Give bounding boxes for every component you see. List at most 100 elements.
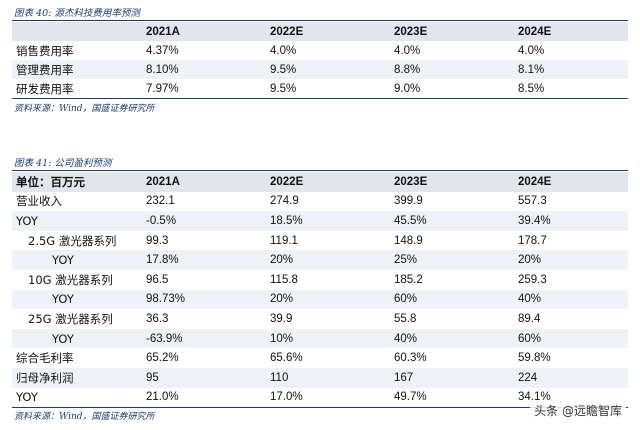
value-cell: 40% [512, 289, 628, 310]
value-cell: 20% [264, 250, 388, 270]
row-label-cell: 2.5G 激光器系列 [28, 233, 117, 248]
expense-ratio-table: 2021A 2022E 2023E 2024E 销售费用率 4.37% 4.0% 4.0% 4.… [12, 22, 628, 99]
table-header-row: 2021A 2022E 2023E 2024E [12, 22, 628, 41]
table-source: 资料来源：Wind，国盛证券研究所 [14, 412, 155, 422]
value-cell: 274.9 [270, 195, 299, 208]
value-cell: 95 [140, 367, 264, 388]
value-cell: 148.9 [394, 234, 423, 247]
value-cell: 98.73% [140, 289, 264, 310]
value-cell: 115.8 [270, 273, 298, 286]
value-cell: 49.7% [388, 387, 512, 409]
value-cell: 4.0% [394, 44, 421, 57]
value-cell: 178.7 [518, 234, 547, 247]
table-row: 归母净利润 95 110 167 224 [12, 367, 628, 388]
row-label-cell: 管理费用率 [12, 60, 140, 79]
table-top-rule [12, 170, 628, 171]
header-cell: 单位：百万元 [12, 172, 140, 192]
value-cell: 89.4 [518, 312, 541, 325]
header-cell: 2023E [388, 22, 512, 41]
value-cell: 259.3 [518, 273, 547, 286]
table-row: YOY -0.5% 18.5% 45.5% 39.4% [12, 211, 628, 231]
value-cell: 185.2 [394, 273, 423, 286]
table-caption: 图表 41: 公司盈利预测 [14, 158, 112, 169]
table-row: 管理费用率 8.10% 9.5% 8.8% 8.1% [12, 60, 628, 79]
row-label-cell: 归母净利润 [12, 367, 140, 388]
value-cell: 7.97% [140, 79, 264, 99]
table-row: 研发费用率 7.97% 9.5% 9.0% 8.5% [12, 79, 628, 99]
value-cell: 8.5% [512, 79, 628, 99]
value-cell: 20% [264, 289, 388, 310]
table-caption: 图表 40: 源杰科技费用率预测 [14, 8, 140, 19]
value-cell: 119.1 [270, 234, 298, 247]
value-cell: 45.5% [388, 211, 512, 231]
value-cell: 65.6% [270, 352, 303, 365]
header-cell: 2022E [264, 22, 388, 41]
value-cell: 99.3 [146, 234, 169, 247]
value-cell: 55.8 [394, 312, 417, 325]
header-cell: 2021A [140, 172, 264, 192]
row-label-cell: YOY [12, 387, 140, 409]
value-cell: 167 [388, 367, 512, 388]
table-row: 销售费用率 4.37% 4.0% 4.0% 4.0% [12, 41, 628, 60]
row-label-cell: YOY [12, 328, 140, 349]
row-label-cell: YOY [12, 211, 140, 231]
watermark: 头条 @远瞻智库 [530, 401, 626, 420]
value-cell: 10% [264, 328, 388, 349]
table-row: 2.5G 激光器系列 99.3 119.1 148.9 178.7 [12, 231, 628, 251]
table-row: YOY 17.8% 20% 25% 20% [12, 250, 628, 270]
value-cell: 110 [264, 367, 388, 388]
value-cell: 4.0% [270, 44, 297, 57]
row-label-cell: 销售费用率 [16, 43, 74, 58]
value-cell: -0.5% [140, 211, 264, 231]
row-label-cell: 综合毛利率 [16, 351, 74, 366]
table-row: 综合毛利率 65.2% 65.6% 60.3% 59.8% [12, 348, 628, 368]
row-label-cell: 25G 激光器系列 [28, 311, 113, 326]
value-cell: 96.5 [146, 273, 169, 286]
value-cell: 60% [388, 289, 512, 310]
value-cell: 59.8% [518, 352, 551, 365]
row-label-cell: YOY [12, 289, 140, 310]
value-cell: 21.0% [140, 387, 264, 409]
table-row: 25G 激光器系列 36.3 39.9 55.8 89.4 [12, 309, 628, 329]
value-cell: 40% [388, 328, 512, 349]
value-cell: 9.5% [264, 60, 388, 79]
row-label-cell: 10G 激光器系列 [28, 272, 113, 287]
header-cell: 2023E [388, 172, 512, 192]
value-cell: 17.0% [264, 387, 388, 409]
value-cell: 4.37% [146, 44, 179, 57]
header-cell: 2024E [512, 22, 628, 41]
value-cell: -63.9% [140, 328, 264, 349]
table-row: YOY 98.73% 20% 60% 40% [12, 289, 628, 310]
header-cell: 2021A [140, 22, 264, 41]
value-cell: 39.4% [512, 211, 628, 231]
value-cell: 8.10% [140, 60, 264, 79]
row-label-cell: YOY [12, 250, 140, 270]
value-cell: 25% [388, 250, 512, 270]
value-cell: 8.8% [388, 60, 512, 79]
value-cell: 39.9 [270, 312, 293, 325]
table-source: 资料来源：Wind，国盛证券研究所 [14, 104, 155, 114]
value-cell: 224 [512, 367, 628, 388]
value-cell: 399.9 [394, 195, 423, 208]
value-cell: 232.1 [146, 195, 175, 208]
value-cell: 17.8% [140, 250, 264, 270]
header-cell: 2022E [264, 172, 388, 192]
header-cell: 2024E [512, 172, 628, 192]
profit-forecast-table: 单位：百万元 2021A 2022E 2023E 2024E 营业收入 232.1 274.9… [12, 172, 628, 409]
value-cell: 9.5% [264, 79, 388, 99]
value-cell: 4.0% [518, 44, 545, 57]
value-cell: 60% [512, 328, 628, 349]
value-cell: 8.1% [512, 60, 628, 79]
row-label-cell: 营业收入 [16, 194, 62, 209]
value-cell: 36.3 [146, 312, 169, 325]
value-cell: 18.5% [264, 211, 388, 231]
table-row: 营业收入 232.1 274.9 399.9 557.3 [12, 192, 628, 212]
table-header-row: 单位：百万元 2021A 2022E 2023E 2024E [12, 172, 628, 192]
table-top-rule [12, 20, 628, 21]
table-row: YOY -63.9% 10% 40% 60% [12, 328, 628, 349]
header-cell [12, 22, 140, 41]
value-cell: 9.0% [388, 79, 512, 99]
value-cell: 20% [512, 250, 628, 270]
value-cell: 65.2% [146, 352, 179, 365]
value-cell: 557.3 [518, 195, 547, 208]
